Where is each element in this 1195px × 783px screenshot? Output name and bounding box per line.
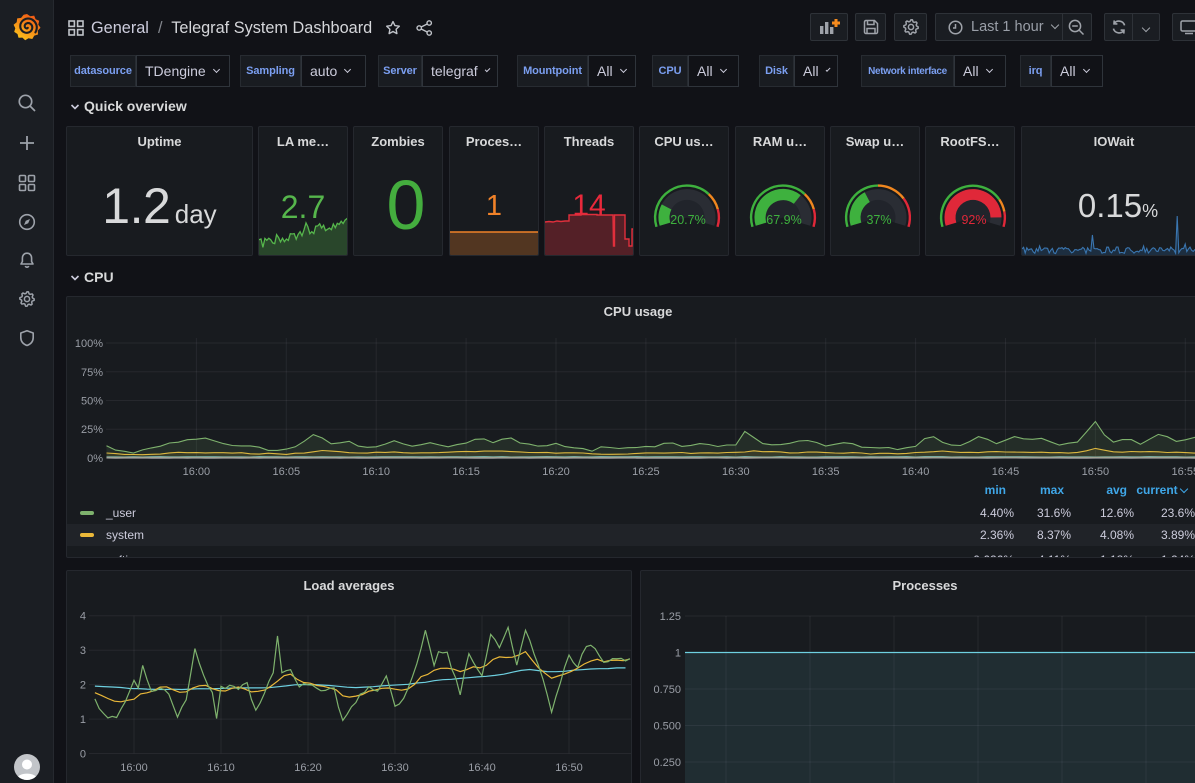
svg-text:16:15: 16:15 [452, 466, 480, 478]
svg-text:0.750: 0.750 [653, 684, 681, 696]
svg-text:0.500: 0.500 [653, 721, 681, 733]
svg-text:25%: 25% [81, 424, 103, 436]
svg-text:16:10: 16:10 [207, 762, 235, 774]
svg-text:16:05: 16:05 [273, 466, 301, 478]
svg-text:16:20: 16:20 [294, 762, 322, 774]
svg-text:16:25: 16:25 [632, 466, 660, 478]
svg-text:16:55: 16:55 [1172, 466, 1195, 478]
svg-text:0.250: 0.250 [653, 757, 681, 769]
svg-text:1: 1 [80, 714, 86, 726]
svg-text:1: 1 [675, 648, 681, 660]
svg-text:0: 0 [80, 749, 86, 761]
svg-text:16:20: 16:20 [542, 466, 570, 478]
svg-text:100%: 100% [75, 338, 103, 350]
svg-text:16:10: 16:10 [362, 466, 390, 478]
svg-text:4: 4 [80, 611, 86, 623]
svg-text:2: 2 [80, 680, 86, 692]
svg-text:16:45: 16:45 [992, 466, 1020, 478]
svg-text:16:50: 16:50 [1082, 466, 1110, 478]
svg-text:16:35: 16:35 [812, 466, 840, 478]
svg-text:16:30: 16:30 [381, 762, 409, 774]
svg-text:16:30: 16:30 [722, 466, 750, 478]
svg-text:16:40: 16:40 [468, 762, 496, 774]
svg-text:0%: 0% [87, 453, 103, 465]
svg-text:3: 3 [80, 645, 86, 657]
svg-text:1.25: 1.25 [660, 611, 681, 623]
svg-text:16:40: 16:40 [902, 466, 930, 478]
svg-text:16:00: 16:00 [183, 466, 211, 478]
svg-text:75%: 75% [81, 367, 103, 379]
svg-text:16:00: 16:00 [120, 762, 148, 774]
svg-text:50%: 50% [81, 396, 103, 408]
svg-text:16:50: 16:50 [555, 762, 583, 774]
